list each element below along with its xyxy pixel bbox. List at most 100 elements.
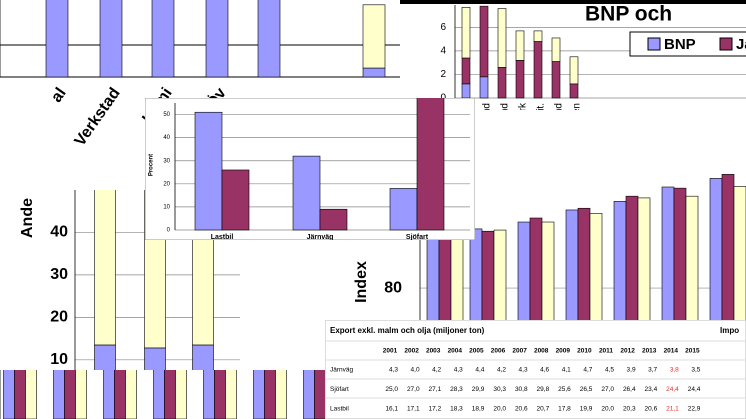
table-cell: 24,4 <box>666 386 679 393</box>
table-cell: 23,4 <box>645 386 658 393</box>
bar <box>194 111 223 231</box>
table-cell: 4,4 <box>475 367 484 374</box>
table-cell: 27,0 <box>601 386 614 393</box>
bar <box>99 0 123 78</box>
bar <box>551 37 561 62</box>
y-tick-label: 0 <box>167 228 171 234</box>
table-cell: 29,8 <box>537 386 550 393</box>
bar <box>14 370 26 419</box>
table-cell: 16,1 <box>385 406 398 413</box>
table-cell: Järnväg <box>330 367 354 374</box>
table-cell: 20,6 <box>645 406 658 413</box>
table-cell: 30,8 <box>515 386 528 393</box>
bar <box>314 370 326 419</box>
bar <box>533 41 543 99</box>
table-header: 2013 <box>642 348 657 355</box>
x-tick-label: Storbrit. <box>536 103 547 138</box>
x-tick-label: Sjöfart <box>406 234 429 241</box>
bar <box>253 370 265 419</box>
y-axis-label: Index <box>353 261 370 303</box>
bar <box>214 370 226 419</box>
bar <box>515 60 525 99</box>
table-title: Impo <box>720 326 739 335</box>
bar <box>103 370 115 419</box>
bar <box>569 56 579 85</box>
y-tick-label: 80 <box>384 279 402 296</box>
legend-label: Jä <box>736 36 746 53</box>
bar <box>221 169 250 231</box>
table-cell: 3,7 <box>648 367 657 374</box>
bar <box>164 370 176 419</box>
table-cell: 4,3 <box>454 367 463 374</box>
bar <box>45 0 69 78</box>
table-cell: 4,6 <box>540 367 549 374</box>
table-cell: 3,9 <box>627 367 636 374</box>
y-axis-label: Ande <box>19 198 36 238</box>
table-cell: 18,9 <box>472 406 485 413</box>
y-tick-label: 20 <box>163 181 170 187</box>
table-cell: 4,5 <box>605 367 614 374</box>
table-cell: 20,3 <box>623 406 636 413</box>
bar <box>362 4 386 69</box>
table-cell: 20,7 <box>537 406 550 413</box>
table-cell: Lastbil <box>330 406 349 413</box>
bar <box>461 7 471 59</box>
table-cell: 24,4 <box>688 386 701 393</box>
table-cell: 20,0 <box>493 406 506 413</box>
y-tick-label: 40 <box>50 224 68 241</box>
x-tick-label: Holland <box>554 103 565 137</box>
table-cell: 3,5 <box>691 367 700 374</box>
bar <box>303 370 315 419</box>
bar <box>25 370 37 419</box>
table-cell: 30,3 <box>493 386 506 393</box>
table-cell: 4,3 <box>519 367 528 374</box>
bar <box>151 0 175 78</box>
table-title: Export exkl. malm och olja (miljoner ton… <box>330 326 485 335</box>
x-tick-label: Lastbil <box>211 234 234 241</box>
table-cell: 26,5 <box>580 386 593 393</box>
y-axis-label: Procent <box>149 154 155 176</box>
table-header: 2009 <box>556 348 571 355</box>
y-tick-label: 10 <box>50 351 68 368</box>
table-cell: 4,7 <box>583 367 592 374</box>
table-header: 2012 <box>620 348 635 355</box>
table-header: 2006 <box>491 348 506 355</box>
panel: 0246TysklandFinlandDanmarkStorbrit.Holla… <box>418 3 746 138</box>
bar <box>497 8 507 68</box>
chart-title: BNP och <box>585 3 672 26</box>
bar <box>533 30 543 42</box>
y-tick-label: 50 <box>163 112 170 118</box>
panel-background <box>325 320 746 419</box>
legend-swatch <box>719 37 733 51</box>
table-cell: 19,9 <box>580 406 593 413</box>
table-cell: 29,9 <box>472 386 485 393</box>
table-header: 2011 <box>599 348 613 355</box>
table-header: 2002 <box>404 348 419 355</box>
bar <box>479 76 489 99</box>
bar <box>389 188 418 231</box>
bar <box>125 370 137 419</box>
bar <box>569 83 579 99</box>
bar <box>461 83 471 99</box>
table-cell: 28,3 <box>450 386 463 393</box>
table-cell: Sjöfart <box>330 386 349 393</box>
table-cell: 4,2 <box>497 367 506 374</box>
bar <box>362 67 386 78</box>
bar <box>497 67 507 99</box>
table-header: 2015 <box>685 348 700 355</box>
table-cell: 18,3 <box>450 406 463 413</box>
bar <box>64 370 76 419</box>
table-cell: 20,0 <box>601 406 614 413</box>
bar <box>94 190 116 346</box>
table-cell: 25,6 <box>558 386 571 393</box>
y-tick-label: 4 <box>440 46 446 57</box>
legend-swatch <box>647 37 661 51</box>
y-tick-label: 20 <box>50 309 68 326</box>
panel <box>0 370 330 419</box>
table-header: 2014 <box>664 348 679 355</box>
table-cell: 25,0 <box>385 386 398 393</box>
y-tick-label: 30 <box>163 158 170 164</box>
bar <box>114 370 126 419</box>
bar <box>153 370 165 419</box>
